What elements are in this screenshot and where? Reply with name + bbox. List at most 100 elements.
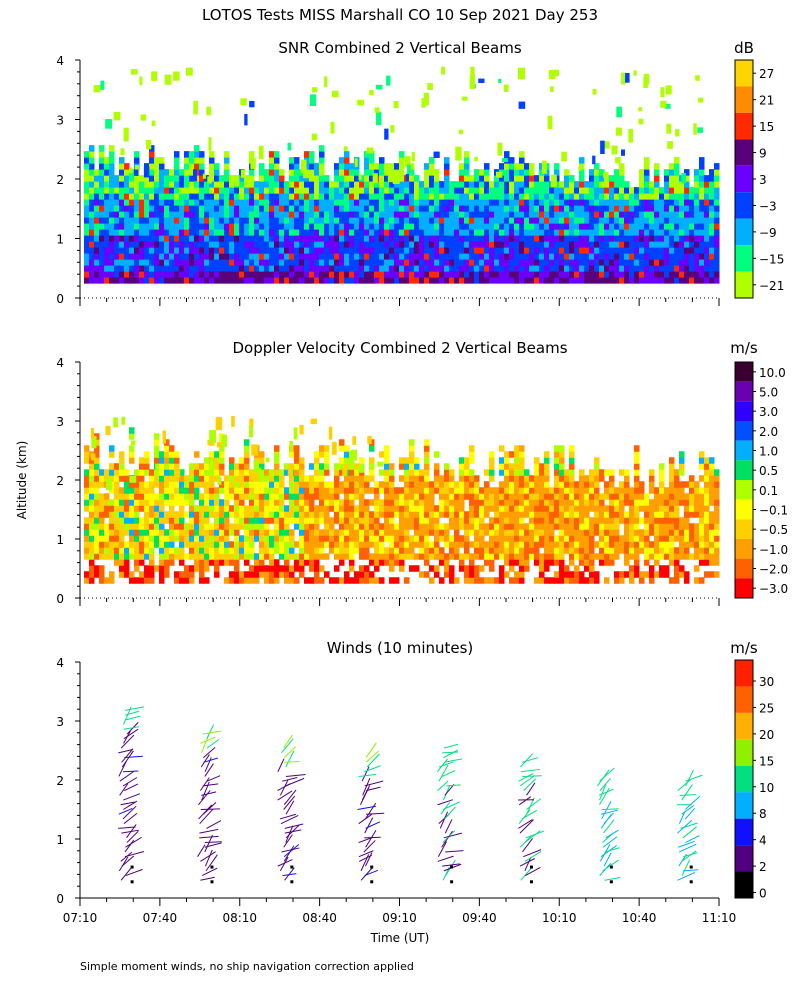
snr-cell xyxy=(409,223,415,230)
doppler-cell xyxy=(159,481,165,488)
doppler-cell xyxy=(659,517,665,524)
snr-cell xyxy=(234,253,240,260)
snr-cell xyxy=(159,163,165,170)
doppler-cell xyxy=(249,577,255,584)
snr-cell xyxy=(604,235,610,242)
snr-cell xyxy=(639,211,645,218)
doppler-cell xyxy=(504,529,510,536)
snr-cell xyxy=(444,235,450,242)
snr-cell xyxy=(539,235,545,242)
doppler-cell xyxy=(504,451,510,458)
doppler-cell xyxy=(394,559,400,566)
snr-cell xyxy=(244,259,250,266)
snr-cell xyxy=(254,247,260,254)
colorbar-swatch xyxy=(735,112,753,140)
doppler-cell xyxy=(369,553,375,560)
snr-cell xyxy=(209,253,215,260)
snr-cell xyxy=(634,241,640,248)
doppler-cell xyxy=(704,523,710,530)
snr-cell xyxy=(364,265,370,272)
doppler-cell xyxy=(359,517,365,524)
doppler-cell xyxy=(609,535,615,542)
snr-cell xyxy=(194,241,200,248)
doppler-cell xyxy=(464,481,470,488)
snr-cell xyxy=(214,277,220,284)
doppler-cell xyxy=(84,457,90,464)
snr-cell xyxy=(84,187,90,194)
snr-cell xyxy=(134,211,140,218)
snr-cell xyxy=(359,235,365,242)
doppler-cell xyxy=(634,517,640,524)
snr-cell xyxy=(224,187,230,194)
doppler-cell xyxy=(234,463,240,470)
colorbar-label: −21 xyxy=(759,279,784,293)
snr-cell xyxy=(359,277,365,284)
snr-cell xyxy=(364,199,370,206)
snr-cell xyxy=(309,253,315,260)
doppler-cell xyxy=(119,463,125,470)
doppler-cell xyxy=(279,541,285,548)
doppler-cell xyxy=(594,481,600,488)
doppler-cell xyxy=(269,529,275,536)
snr-cell xyxy=(599,241,605,248)
snr-cell xyxy=(89,277,95,284)
doppler-cell xyxy=(199,469,205,476)
snr-cell xyxy=(193,100,198,115)
snr-cell xyxy=(139,229,145,236)
snr-cell xyxy=(234,259,240,266)
snr-cell xyxy=(684,229,690,236)
doppler-cell xyxy=(119,559,125,566)
snr-cell xyxy=(149,235,155,242)
doppler-cell xyxy=(519,577,525,584)
snr-cell xyxy=(479,205,485,212)
snr-cell xyxy=(204,217,210,224)
snr-cell xyxy=(614,223,620,230)
snr-cell xyxy=(579,223,585,230)
doppler-cell xyxy=(224,493,230,500)
doppler-cell xyxy=(349,523,355,530)
snr-cell xyxy=(214,235,220,242)
snr-cell xyxy=(289,217,295,224)
snr-cell xyxy=(334,181,340,188)
doppler-cell xyxy=(339,559,345,566)
doppler-cell xyxy=(664,535,670,542)
doppler-cell xyxy=(229,511,235,518)
doppler-cell xyxy=(404,469,410,476)
snr-cell xyxy=(449,187,455,194)
snr-cell xyxy=(314,211,320,218)
snr-cell xyxy=(684,241,690,248)
doppler-cell xyxy=(244,517,250,524)
doppler-cell xyxy=(144,571,150,578)
snr-cell xyxy=(319,223,325,230)
doppler-cell xyxy=(649,487,655,494)
doppler-cell xyxy=(84,547,90,554)
doppler-cell xyxy=(214,571,220,578)
doppler-cell xyxy=(564,475,570,482)
colorbar-label: −9 xyxy=(759,226,777,240)
doppler-cell xyxy=(599,559,605,566)
snr-cell xyxy=(494,241,500,248)
doppler-cell xyxy=(509,535,515,542)
snr-cell xyxy=(206,106,212,116)
snr-cell xyxy=(519,241,525,248)
snr-cell xyxy=(664,211,670,218)
doppler-cell xyxy=(134,565,140,572)
snr-cell xyxy=(654,181,660,188)
doppler-cell xyxy=(149,517,155,524)
snr-cell xyxy=(119,271,125,278)
snr-cell xyxy=(684,277,690,284)
snr-cell xyxy=(224,253,230,260)
snr-cell xyxy=(444,175,450,182)
doppler-cell xyxy=(509,523,515,530)
doppler-cell xyxy=(499,529,505,536)
snr-cell xyxy=(324,223,330,230)
snr-cell xyxy=(139,217,145,224)
snr-cell xyxy=(539,199,545,206)
snr-cell xyxy=(209,211,215,218)
doppler-cell xyxy=(444,469,450,476)
snr-cell xyxy=(375,84,383,90)
snr-cell xyxy=(434,181,440,188)
snr-cell xyxy=(474,271,480,278)
doppler-cell xyxy=(699,487,705,494)
doppler-cell xyxy=(449,547,455,554)
